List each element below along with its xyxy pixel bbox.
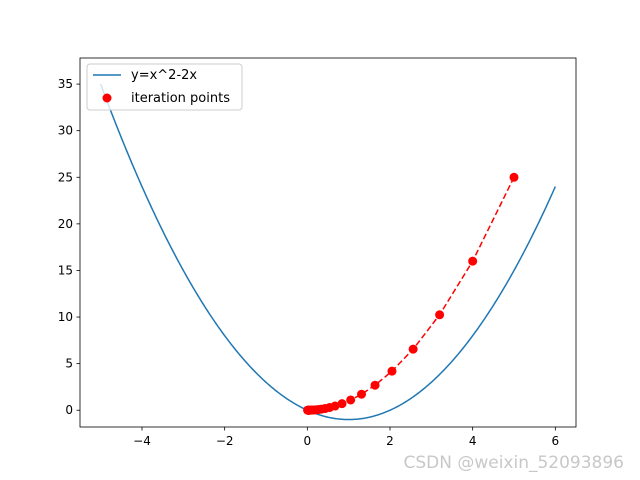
legend-label-scatter: iteration points bbox=[131, 91, 230, 106]
iteration-point bbox=[387, 366, 397, 376]
iteration-point bbox=[435, 310, 445, 320]
iteration-point bbox=[346, 395, 356, 405]
x-tick-label: 0 bbox=[304, 434, 312, 448]
y-tick-label: 10 bbox=[58, 310, 73, 324]
x-tick-label: 4 bbox=[469, 434, 477, 448]
y-tick-label: 0 bbox=[65, 403, 73, 417]
iteration-point bbox=[468, 256, 478, 266]
x-tick-label: −2 bbox=[216, 434, 234, 448]
watermark: CSDN @weixin_52093896 bbox=[403, 453, 624, 473]
series-line-parabola bbox=[99, 83, 557, 421]
iteration-point bbox=[509, 172, 519, 182]
y-tick-label: 15 bbox=[58, 263, 73, 277]
plot-area bbox=[99, 83, 557, 421]
y-tick-label: 5 bbox=[65, 357, 73, 371]
legend-scatter-swatch bbox=[102, 93, 112, 103]
x-tick-label: −4 bbox=[133, 434, 151, 448]
iteration-point bbox=[337, 399, 347, 409]
y-tick-label: 35 bbox=[58, 77, 73, 91]
axis-ticks: −4 −2 0 2 4 6 0 5 10 15 20 25 30 35 bbox=[58, 77, 559, 448]
iteration-point bbox=[408, 344, 418, 354]
legend-label-line: y=x^2-2x bbox=[131, 68, 197, 83]
iteration-point bbox=[357, 389, 367, 399]
x-tick-label: 2 bbox=[386, 434, 394, 448]
x-tick-label: 6 bbox=[552, 434, 560, 448]
y-tick-label: 25 bbox=[58, 170, 73, 184]
iteration-point bbox=[303, 405, 313, 415]
legend: y=x^2-2x iteration points bbox=[86, 63, 243, 111]
axes-frame bbox=[79, 57, 577, 428]
legend-box bbox=[86, 63, 243, 111]
y-tick-label: 30 bbox=[58, 124, 73, 138]
y-tick-label: 20 bbox=[58, 217, 73, 231]
iteration-point bbox=[370, 380, 380, 390]
